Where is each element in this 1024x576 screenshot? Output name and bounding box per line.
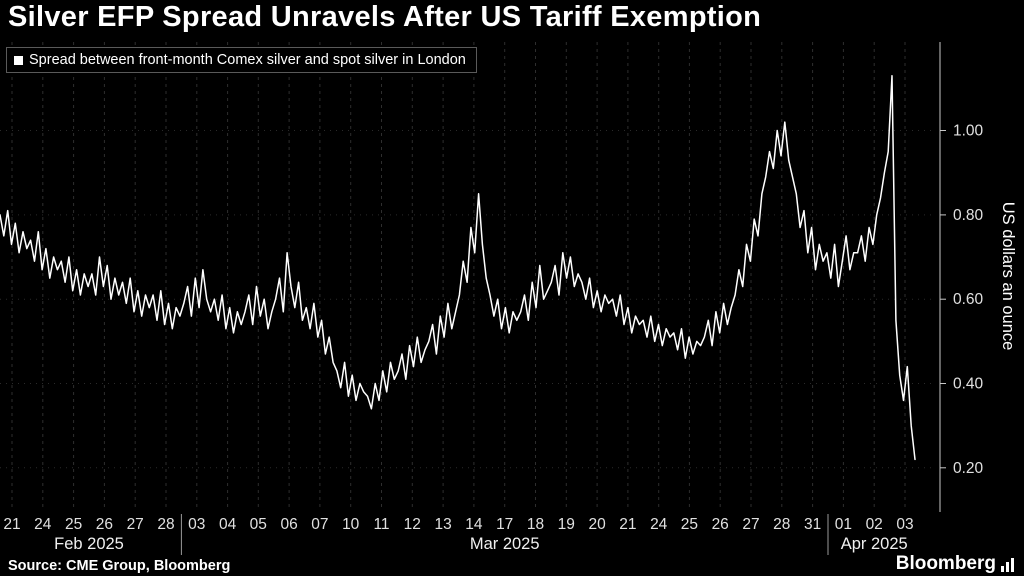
x-tick-label: 13 <box>434 516 451 533</box>
x-tick-label: 20 <box>588 516 606 533</box>
bloomberg-wordmark: Bloomberg <box>895 553 996 574</box>
series-line <box>0 74 916 461</box>
x-tick-label: 10 <box>342 516 360 533</box>
legend-swatch-icon <box>14 55 23 65</box>
x-tick-label: 05 <box>250 516 267 533</box>
x-tick-label: 25 <box>681 516 698 533</box>
x-tick-label: 31 <box>804 516 821 533</box>
y-axis-title: US dollars an ounce <box>999 202 1017 351</box>
y-tick-label: 0.40 <box>953 376 984 393</box>
month-label: Mar 2025 <box>470 535 540 553</box>
y-tick-label: 0.60 <box>953 291 984 308</box>
x-tick-label: 07 <box>311 516 328 533</box>
x-tick-label: 02 <box>866 516 883 533</box>
x-tick-label: 03 <box>188 516 205 533</box>
chart-title: Silver EFP Spread Unravels After US Tari… <box>8 1 762 33</box>
x-tick-label: 21 <box>3 516 20 533</box>
x-tick-label: 21 <box>619 516 636 533</box>
legend-label: Spread between front-month Comex silver … <box>29 52 466 68</box>
x-tick-label: 27 <box>742 516 759 533</box>
x-tick-label: 04 <box>219 516 237 533</box>
x-tick-label: 25 <box>65 516 82 533</box>
source-note: Source: CME Group, Bloomberg <box>8 558 231 574</box>
month-label: Feb 2025 <box>54 535 124 553</box>
legend: Spread between front-month Comex silver … <box>6 47 477 73</box>
month-label: Apr 2025 <box>841 535 908 553</box>
x-tick-label: 26 <box>96 516 113 533</box>
bloomberg-logo: Bloomberg <box>896 554 1014 573</box>
x-tick-label: 18 <box>527 516 544 533</box>
x-tick-label: 06 <box>280 516 297 533</box>
x-tick-label: 19 <box>558 516 575 533</box>
x-tick-label: 24 <box>34 516 52 533</box>
x-tick-label: 26 <box>712 516 729 533</box>
x-tick-label: 17 <box>496 516 513 533</box>
x-tick-label: 27 <box>127 516 144 533</box>
x-tick-label: 11 <box>373 516 389 533</box>
y-tick-label: 0.80 <box>953 207 984 224</box>
x-tick-label: 14 <box>465 516 483 533</box>
y-tick-label: 0.20 <box>953 460 984 477</box>
x-tick-label: 28 <box>773 516 790 533</box>
x-tick-label: 03 <box>896 516 913 533</box>
bloomberg-chart-icon <box>1001 558 1014 573</box>
x-tick-label: 01 <box>835 516 852 533</box>
y-tick-label: 1.00 <box>953 123 984 140</box>
x-tick-label: 28 <box>157 516 174 533</box>
x-tick-label: 12 <box>404 516 421 533</box>
x-tick-label: 24 <box>650 516 668 533</box>
